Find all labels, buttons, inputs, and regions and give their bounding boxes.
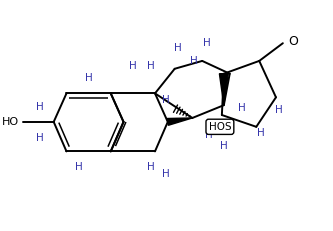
Text: H: H <box>162 95 170 105</box>
Text: H: H <box>220 141 228 152</box>
Text: H: H <box>147 162 155 172</box>
Text: H: H <box>75 162 83 172</box>
Text: H: H <box>238 103 245 113</box>
Text: HOS: HOS <box>208 122 231 132</box>
Polygon shape <box>167 118 192 125</box>
Text: H: H <box>190 56 198 66</box>
Text: O: O <box>288 35 298 48</box>
Text: H: H <box>203 38 211 48</box>
Text: H: H <box>174 43 181 53</box>
Polygon shape <box>219 74 228 105</box>
Text: H: H <box>205 130 213 140</box>
Text: H: H <box>275 105 283 115</box>
Text: H: H <box>130 61 137 71</box>
Text: H: H <box>36 102 44 112</box>
Text: H: H <box>147 61 155 71</box>
Text: H: H <box>36 133 44 143</box>
Text: H: H <box>162 169 170 179</box>
Text: H: H <box>85 73 93 83</box>
Text: H: H <box>257 128 265 138</box>
Text: HO: HO <box>2 117 19 127</box>
